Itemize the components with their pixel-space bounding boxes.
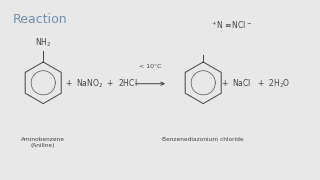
Text: +  NaCl   +  2H$_2$O: + NaCl + 2H$_2$O	[221, 77, 291, 90]
Text: Aminobenzene
(Aniline): Aminobenzene (Aniline)	[21, 137, 65, 148]
Text: Reaction: Reaction	[13, 13, 68, 26]
Text: +  NaNO$_2$  +  2HCl: + NaNO$_2$ + 2HCl	[65, 77, 137, 90]
Text: Benzenediazonium chloride: Benzenediazonium chloride	[162, 137, 244, 142]
Text: $^+$N$\equiv$NCl$^-$: $^+$N$\equiv$NCl$^-$	[210, 19, 252, 31]
Text: < 10°C: < 10°C	[139, 64, 162, 69]
Text: NH$_2$: NH$_2$	[35, 37, 51, 49]
